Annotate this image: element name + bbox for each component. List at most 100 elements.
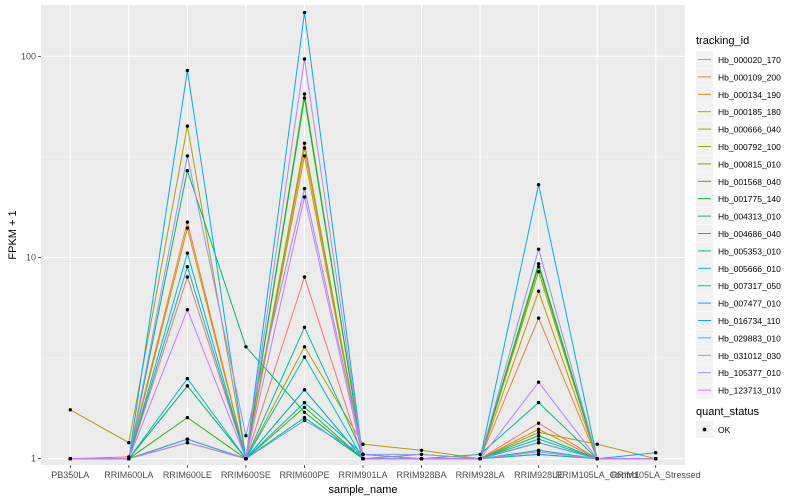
data-point bbox=[595, 442, 599, 446]
legend-label: Hb_007477_010 bbox=[718, 299, 781, 309]
legend-label: Hb_016734_110 bbox=[718, 316, 781, 326]
data-point bbox=[536, 270, 541, 274]
legend-label: Hb_031012_030 bbox=[718, 351, 781, 361]
data-point bbox=[302, 405, 307, 409]
legend-label: Hb_000792_100 bbox=[718, 142, 781, 152]
data-point bbox=[419, 457, 424, 461]
data-point bbox=[536, 450, 541, 454]
data-point bbox=[185, 124, 190, 128]
data-point bbox=[536, 430, 541, 435]
data-point bbox=[68, 408, 73, 412]
legend-label: Hb_005353_010 bbox=[718, 246, 781, 256]
data-point bbox=[536, 183, 541, 187]
legend-label: Hb_007317_050 bbox=[718, 281, 781, 291]
legend-label: Hb_029883_010 bbox=[718, 333, 781, 343]
data-point bbox=[536, 289, 541, 293]
data-point bbox=[185, 251, 190, 255]
legend-label: Hb_000815_010 bbox=[718, 159, 781, 169]
data-point bbox=[302, 92, 307, 96]
data-point bbox=[536, 262, 541, 266]
legend-label: Hb_000109_200 bbox=[718, 72, 781, 82]
data-point bbox=[127, 457, 131, 461]
data-point bbox=[595, 457, 599, 461]
x-tick-label: RRIM600LA bbox=[104, 470, 153, 480]
x-tick-label: RRIM928LA bbox=[456, 470, 505, 480]
x-tick-label: RRIM928BA bbox=[397, 470, 447, 480]
data-point bbox=[302, 388, 307, 392]
data-point bbox=[536, 380, 541, 384]
data-point bbox=[244, 457, 248, 461]
data-point bbox=[302, 400, 307, 405]
legend-label: Hb_000185_180 bbox=[718, 107, 781, 117]
x-axis-title: sample_name bbox=[328, 484, 397, 496]
data-point bbox=[302, 345, 307, 349]
data-point bbox=[654, 457, 658, 461]
x-tick-label: RRIM600LE bbox=[163, 470, 212, 480]
data-point bbox=[536, 421, 541, 425]
data-point bbox=[536, 316, 541, 320]
data-point bbox=[302, 154, 307, 158]
data-point bbox=[302, 10, 307, 15]
data-point bbox=[185, 376, 190, 381]
data-point bbox=[536, 452, 541, 457]
x-tick-label: RRIM600SE bbox=[221, 470, 271, 480]
data-point bbox=[302, 141, 307, 145]
data-point bbox=[68, 457, 73, 461]
legend-label: Hb_123713_010 bbox=[718, 386, 781, 396]
data-point bbox=[536, 400, 541, 405]
legend-title: tracking_id bbox=[696, 35, 749, 47]
data-points bbox=[68, 10, 658, 461]
data-point bbox=[302, 418, 307, 423]
y-axis: 1 10 100 bbox=[21, 51, 41, 464]
x-tick-label: RRIM105LA_Control bbox=[556, 470, 639, 480]
legend-label: Hb_000020_170 bbox=[718, 55, 781, 65]
data-point bbox=[361, 457, 365, 461]
legend-label: Hb_105377_010 bbox=[718, 368, 781, 378]
y-tick-label: 10 bbox=[26, 253, 36, 263]
data-point bbox=[302, 275, 307, 279]
data-point bbox=[536, 265, 541, 269]
quant-status-legend: quant_status OK bbox=[696, 406, 759, 438]
data-point bbox=[185, 68, 190, 73]
x-tick-label: RRIM901LA bbox=[338, 470, 387, 480]
data-point bbox=[302, 146, 307, 150]
data-point bbox=[302, 186, 307, 191]
x-tick-label: RRIM600PE bbox=[279, 470, 329, 480]
data-point bbox=[419, 452, 424, 457]
data-point bbox=[536, 427, 541, 431]
data-point bbox=[185, 437, 190, 441]
data-point bbox=[302, 96, 307, 100]
data-point bbox=[185, 220, 190, 224]
data-point bbox=[654, 451, 658, 455]
data-point bbox=[361, 442, 365, 446]
data-point bbox=[127, 441, 131, 445]
tracking-id-legend: tracking_id Hb_000020_170 Hb_000109_200 Hb… bbox=[696, 35, 781, 399]
legend-label: Hb_004686_040 bbox=[718, 229, 781, 239]
data-point bbox=[302, 415, 307, 420]
data-point bbox=[185, 441, 190, 445]
x-tick-label: RRIM928LE bbox=[514, 470, 563, 480]
y-axis-title: FPKM + 1 bbox=[7, 210, 19, 259]
data-point bbox=[536, 434, 541, 438]
legend-label: Hb_000666_040 bbox=[718, 125, 781, 135]
data-point bbox=[185, 275, 190, 279]
data-point bbox=[361, 452, 365, 457]
data-point bbox=[185, 415, 190, 420]
data-point bbox=[185, 169, 190, 173]
data-point bbox=[185, 226, 190, 230]
data-point bbox=[536, 441, 541, 445]
shape-legend-title: quant_status bbox=[696, 406, 759, 418]
data-point bbox=[478, 452, 482, 457]
data-point bbox=[185, 154, 190, 158]
shape-legend-marker bbox=[702, 427, 707, 432]
data-point bbox=[302, 410, 307, 414]
data-point bbox=[185, 265, 190, 269]
data-point bbox=[244, 345, 248, 349]
shape-legend-label: OK bbox=[718, 425, 731, 435]
data-point bbox=[536, 247, 541, 251]
y-tick-label: 100 bbox=[21, 51, 36, 61]
data-point bbox=[419, 448, 424, 452]
data-point bbox=[302, 57, 307, 61]
data-point bbox=[185, 384, 190, 388]
data-point bbox=[478, 457, 482, 461]
